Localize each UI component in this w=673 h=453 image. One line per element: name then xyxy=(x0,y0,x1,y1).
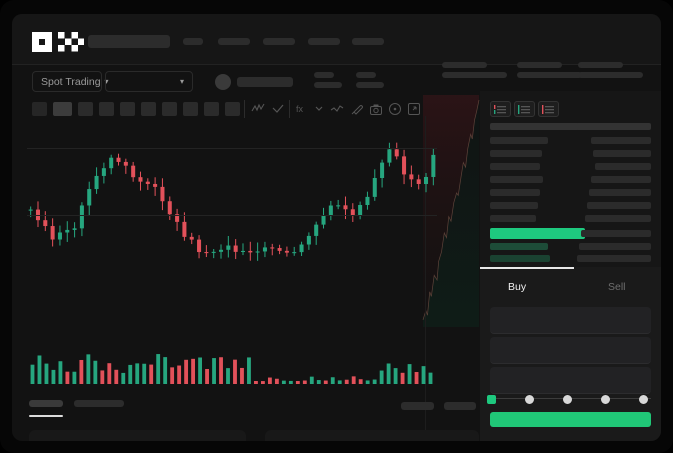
svg-text:fx: fx xyxy=(296,104,304,114)
